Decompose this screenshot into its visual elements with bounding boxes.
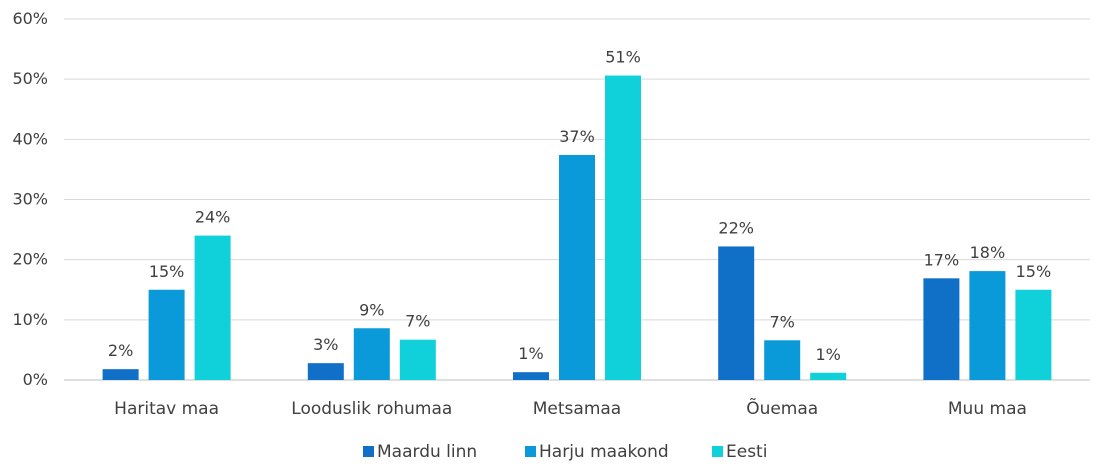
bar bbox=[718, 246, 755, 380]
data-label: 3% bbox=[313, 335, 338, 354]
data-label: 22% bbox=[718, 218, 754, 237]
data-label: 9% bbox=[359, 300, 384, 319]
x-axis-categories: Haritav maa Looduslik rohumaa Metsamaa Õuem… bbox=[114, 397, 1027, 419]
y-tick-label: 10% bbox=[12, 310, 48, 329]
y-tick-label: 30% bbox=[12, 190, 48, 209]
x-category-label: Haritav maa bbox=[114, 399, 219, 419]
data-label: 1% bbox=[518, 344, 543, 363]
y-axis-ticks: 0% 10% 20% 30% 40% 50% 60% bbox=[12, 9, 48, 389]
x-category-label: Looduslik rohumaa bbox=[291, 399, 452, 419]
bar bbox=[559, 154, 595, 380]
data-label: 51% bbox=[605, 48, 641, 67]
bar bbox=[307, 363, 344, 380]
y-tick-label: 50% bbox=[12, 69, 48, 88]
bar bbox=[399, 339, 436, 380]
data-label: 24% bbox=[195, 208, 231, 227]
bar bbox=[923, 278, 960, 380]
bar bbox=[148, 289, 185, 380]
y-tick-label: 20% bbox=[12, 250, 48, 269]
data-label: 1% bbox=[816, 345, 841, 364]
bar bbox=[102, 369, 139, 380]
data-label: 2% bbox=[108, 341, 133, 360]
bar bbox=[764, 340, 801, 380]
data-label: 7% bbox=[405, 312, 430, 331]
legend-label: Maardu linn bbox=[377, 442, 477, 462]
x-category-label: Metsamaa bbox=[533, 399, 621, 419]
bar bbox=[810, 372, 847, 380]
bar bbox=[194, 235, 231, 380]
legend: Maardu linn Harju maakond Eesti bbox=[363, 442, 767, 462]
x-category-label: Õuemaa bbox=[746, 397, 818, 419]
data-label: 7% bbox=[770, 312, 795, 331]
x-category-label: Muu maa bbox=[948, 399, 1027, 419]
data-labels: 2% 15% 24% 3% 9% 7% 1% 37% 51% 22% 7% 1% 17% 18% 15% bbox=[108, 48, 1051, 364]
data-label: 15% bbox=[1016, 262, 1052, 281]
bars bbox=[102, 75, 1052, 380]
legend-swatch bbox=[363, 446, 374, 457]
legend-label: Eesti bbox=[726, 442, 767, 462]
y-tick-label: 40% bbox=[12, 129, 48, 148]
legend-label: Harju maakond bbox=[539, 442, 669, 462]
y-tick-label: 0% bbox=[23, 370, 48, 389]
bar bbox=[605, 75, 641, 380]
legend-swatch bbox=[525, 446, 536, 457]
data-label: 15% bbox=[149, 262, 185, 281]
data-label: 17% bbox=[924, 250, 960, 269]
bar bbox=[969, 271, 1006, 380]
bar bbox=[1015, 289, 1052, 380]
data-label: 18% bbox=[970, 243, 1006, 262]
bar bbox=[353, 328, 390, 380]
y-tick-label: 60% bbox=[12, 9, 48, 28]
data-label: 37% bbox=[559, 127, 595, 146]
bar bbox=[513, 372, 549, 380]
legend-swatch bbox=[712, 446, 723, 457]
